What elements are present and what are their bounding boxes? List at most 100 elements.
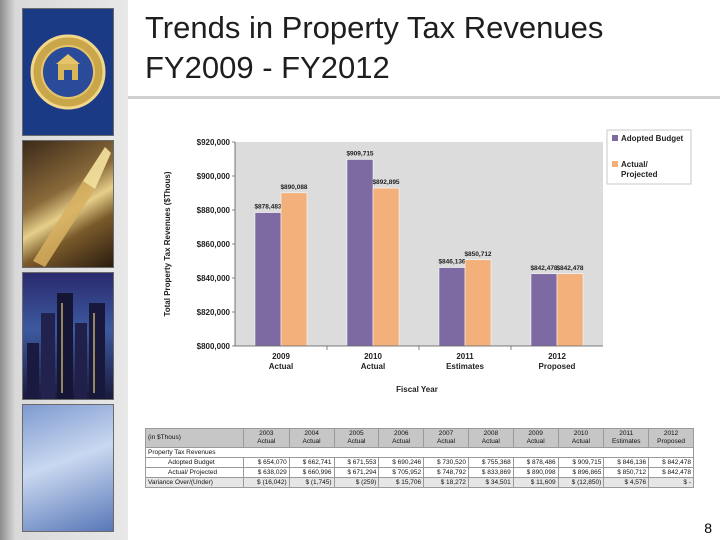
y-axis: $920,000 $900,000 $880,000 $860,000 $840,000…: [197, 138, 236, 351]
bar-data-label: $878,483: [254, 204, 281, 211]
table-row-label: Actual/ Projected: [145, 467, 244, 478]
table-row-label: Adopted Budget: [145, 457, 244, 468]
table-cell: $ 11,609: [512, 477, 559, 488]
bar-data-label: $842,478: [530, 265, 557, 272]
table-header-row: (in $Thous) 2003 Actual 2004 Actual 2005 Actu…: [145, 428, 694, 448]
bar-data-label: $846,136: [438, 259, 465, 266]
table-year-header: 2007 Actual: [423, 428, 469, 448]
table-row: Adopted Budget $ 654,070 $ 662,741 $ 671,55…: [145, 457, 694, 468]
table-cell: $ 671,553: [333, 457, 380, 468]
bar-data-label: $890,088: [280, 184, 307, 191]
property-tax-bar-chart: $920,000 $900,000 $880,000 $860,000 $840,000…: [145, 112, 694, 428]
x-tick-year: 2011: [456, 352, 474, 361]
table-year-header: 2009 Actual: [512, 428, 559, 448]
table-cell: $ 18,272: [423, 477, 469, 488]
page-number: 8: [704, 520, 712, 536]
decorative-sidebar: [0, 0, 128, 540]
x-tick-year: 2009: [272, 352, 290, 361]
fountain-pen-icon: [33, 147, 111, 267]
table-cell: $ (1,745): [288, 477, 335, 488]
y-tick-label: $840,000: [197, 274, 231, 283]
table-body: Property Tax Revenues Adopted Budget $ 65…: [145, 447, 694, 488]
bar-actual-2010: [372, 187, 400, 347]
slide-title-line2: FY2009 - FY2012: [145, 50, 390, 85]
revenue-table: (in $Thous) 2003 Actual 2004 Actual 2005 Actu…: [145, 428, 694, 488]
table-cell: $ 654,070: [242, 457, 290, 468]
table-cell: $ 34,501: [467, 477, 514, 488]
table-cell: $ 878,486: [512, 457, 559, 468]
table-cell: $ 846,136: [603, 457, 650, 468]
x-axis: 2009Actual2010Actual2011Estimates2012Pro…: [235, 345, 603, 371]
table-cell: $ 842,478: [648, 457, 694, 468]
table-cell: $ 896,865: [557, 467, 605, 478]
skyline-icon: [27, 293, 105, 399]
bar-adopted-2010: [346, 159, 374, 347]
table-year-header: 2003 Actual: [242, 428, 290, 448]
bar-data-label: $892,895: [372, 179, 399, 186]
legend: Adopted Budget Actual/ Projected: [606, 129, 692, 185]
legend-swatch-actual: [612, 161, 618, 167]
table-cell: $ 748,792: [423, 467, 469, 478]
table-cell: $ (259): [333, 477, 380, 488]
legend-box: [606, 129, 692, 185]
revenue-table-area: (in $Thous) 2003 Actual 2004 Actual 2005 Actu…: [145, 428, 694, 496]
table-cell: $ 705,952: [378, 467, 425, 478]
table-year-header: 2008 Actual: [467, 428, 514, 448]
table-cell: $ 4,576: [603, 477, 650, 488]
bar-actual-2011: [464, 259, 492, 347]
city-skyline-panel: [22, 272, 114, 400]
table-cell: $ 690,246: [378, 457, 425, 468]
table-row-label: Variance Over/(Under): [145, 477, 244, 488]
table-cell: $ 755,368: [467, 457, 514, 468]
x-tick-sub: Estimates: [446, 362, 484, 371]
table-row: Variance Over/(Under) $ (16,042) $ (1,745)…: [145, 477, 694, 488]
bar-actual-2012: [556, 273, 584, 347]
slide-title: Trends in Property Tax Revenues FY2009 -…: [145, 8, 603, 88]
table-year-header: 2011 Estimates: [603, 428, 650, 448]
y-tick-label: $880,000: [197, 206, 231, 215]
city-seal-panel: [22, 8, 114, 136]
legend-label-projected: Projected: [621, 170, 658, 179]
y-tick-label: $800,000: [197, 342, 231, 351]
y-tick-label: $820,000: [197, 308, 231, 317]
table-year-header: 2006 Actual: [378, 428, 425, 448]
table-cell: $ 662,741: [288, 457, 335, 468]
table-section-row: Property Tax Revenues: [145, 447, 694, 458]
bar-actual-2009: [280, 192, 308, 347]
x-tick-sub: Actual: [361, 362, 385, 371]
table-cell: $ 15,706: [378, 477, 425, 488]
table-year-header: 2005 Actual: [333, 428, 380, 448]
bar-data-label: $850,712: [464, 251, 491, 258]
x-tick-year: 2010: [364, 352, 382, 361]
slide-title-line1: Trends in Property Tax Revenues: [145, 10, 604, 45]
bar-adopted-2011: [438, 267, 466, 347]
y-tick-label: $920,000: [197, 138, 231, 147]
table-cell: $ 890,098: [512, 467, 559, 478]
pen-image-panel: [22, 140, 114, 268]
table-section-label: Property Tax Revenues: [145, 447, 694, 458]
legend-label-actual: Actual/: [621, 160, 648, 169]
title-divider: [128, 96, 720, 99]
x-axis-title: Fiscal Year: [396, 385, 438, 394]
table-cell: $ 660,996: [288, 467, 335, 478]
x-tick-sub: Proposed: [539, 362, 576, 371]
table-cell: $ 638,029: [242, 467, 290, 478]
title-band: [128, 0, 720, 98]
bar-data-label: $909,715: [346, 150, 373, 157]
table-cell: $ 730,520: [423, 457, 469, 468]
table-year-header: 2004 Actual: [288, 428, 335, 448]
table-cell: $ 842,478: [648, 467, 694, 478]
table-unit-header: (in $Thous): [145, 428, 244, 448]
table-cell: $ 671,294: [333, 467, 380, 478]
x-tick-sub: Actual: [269, 362, 293, 371]
table-cell: $ (16,042): [242, 477, 290, 488]
y-tick-label: $900,000: [197, 172, 231, 181]
document-image-panel: [22, 404, 114, 532]
table-cell: $ (12,850): [557, 477, 605, 488]
legend-swatch-adopted: [612, 135, 618, 141]
table-year-header: 2012 Proposed: [648, 428, 694, 448]
x-tick-year: 2012: [548, 352, 566, 361]
bar-group: $878,483 $890,088 $909,715 $892,895 $846,136…: [254, 150, 584, 347]
bar-adopted-2012: [530, 273, 558, 347]
table-cell: $ 909,715: [557, 457, 605, 468]
